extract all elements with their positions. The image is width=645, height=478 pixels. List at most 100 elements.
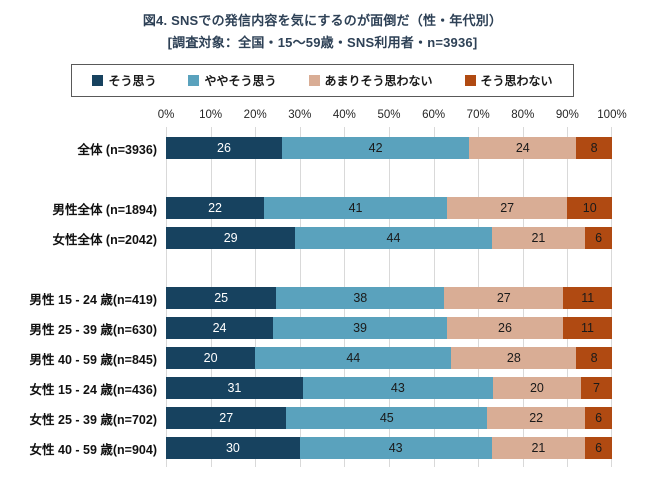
bar-value-label: 6 [595,411,603,425]
bar-value-label: 11 [581,291,595,305]
bar-value-label: 29 [223,231,238,245]
bar-value-label: 31 [227,381,242,395]
category-label: 女性 25 - 39 歳(n=702) [29,412,157,427]
bar-segment: 20 [492,377,582,399]
x-axis-tick: 60% [422,109,446,121]
category-label: 男性 15 - 24 歳(n=419) [29,292,157,307]
chart-row: 男性 25 - 39 歳(n=630) 24 39 26 11 [0,313,612,343]
bar-value-label: 24 [515,141,530,155]
bar-track: 31 43 20 7 [166,377,612,399]
chart-row: 男性 15 - 24 歳(n=419) 25 38 27 11 [0,283,612,313]
bar-track: 26 42 24 8 [166,137,612,159]
bar-segment: 8 [576,137,612,159]
bar-segment: 42 [281,137,470,159]
bar-track: 25 38 27 11 [166,287,612,309]
bar-segment: 45 [286,407,488,429]
bar-value-label: 26 [217,141,231,155]
bar-segment: 11 [562,317,612,339]
chart-figure: 図4. SNSでの発信内容を気にするのが面倒だ（性・年代別） [調査対象：全国・… [0,10,645,467]
legend-item: あまりそう思わない [308,72,433,89]
bar-segment: 28 [451,347,577,369]
chart-row: 女性 40 - 59 歳(n=904) 30 43 21 6 [0,433,612,463]
bar-value-label: 8 [590,351,598,365]
bar-segment: 8 [576,347,612,369]
x-axis-tick: 30% [288,109,312,121]
legend-item: ややそう思う [188,72,277,89]
bar-segment: 39 [273,317,447,339]
chart-row: 男性全体 (n=1894) 22 41 27 10 [0,193,612,223]
legend-swatch-icon [188,75,200,86]
bar-value-label: 30 [225,441,240,455]
legend-swatch-icon [92,75,104,86]
x-axis-tick: 0% [157,109,175,121]
bar-value-label: 44 [386,231,401,245]
chart-row: 女性 15 - 24 歳(n=436) 31 43 20 7 [0,373,612,403]
legend-item: そう思わない [464,72,553,89]
x-axis-tick: 10% [199,109,223,121]
bar-value-label: 6 [595,231,603,245]
bar-value-label: 26 [498,321,512,335]
bar-value-label: 27 [500,201,515,215]
x-axis-tick: 70% [466,109,490,121]
bar-value-label: 10 [582,201,597,215]
chart-row: 女性 25 - 39 歳(n=702) 27 45 22 6 [0,403,613,433]
bar-track: 20 44 28 8 [166,347,612,369]
bar-segment: 22 [487,407,586,429]
bar-value-label: 43 [390,381,405,395]
category-label: 全体 (n=3936) [77,142,157,157]
bar-value-label: 45 [379,411,394,425]
bar-value-label: 38 [353,291,368,305]
bar-segment: 6 [585,407,613,429]
category-label: 女性 15 - 24 歳(n=436) [29,382,157,397]
bar-segment: 27 [446,197,568,219]
category-label: 男性 40 - 59 歳(n=845) [29,352,157,367]
category-label: 女性 40 - 59 歳(n=904) [29,442,157,457]
x-axis-tick: 90% [555,109,579,121]
bar-segment: 44 [255,347,452,369]
bar-segment: 11 [563,287,612,309]
bar-value-label: 21 [531,231,546,245]
x-axis-tick: 80% [511,109,535,121]
bar-track: 27 45 22 6 [166,407,613,429]
bar-value-label: 27 [219,411,234,425]
x-axis-tick: 40% [332,109,356,121]
legend-label: あまりそう思わない [324,74,433,88]
x-axis-tick: 100% [597,109,627,121]
bar-track: 30 43 21 6 [166,437,612,459]
bar-segment: 30 [166,437,300,459]
bar-segment: 44 [295,227,492,249]
bar-value-label: 22 [529,411,544,425]
bar-value-label: 41 [348,201,363,215]
x-axis-tick: 20% [243,109,267,121]
plot-area: 全体 (n=3936) 26 42 24 8 男性全体 (n=1894) 22 41 27 10 女… [0,127,613,467]
legend: そう思う ややそう思う あまりそう思わない そう思わない [71,64,574,97]
bar-value-label: 24 [212,321,227,335]
bar-value-label: 8 [590,141,598,155]
legend-label: そう思わない [480,74,553,88]
bar-segment: 27 [444,287,564,309]
bar-value-label: 43 [388,441,403,455]
bar-track: 29 44 21 6 [166,227,612,249]
bar-segment: 41 [264,197,447,219]
bar-value-label: 11 [580,321,594,335]
bar-segment: 21 [491,437,586,459]
bar-segment: 31 [166,377,303,399]
bar-value-label: 28 [506,351,521,365]
bar-value-label: 6 [595,441,603,455]
bar-segment: 43 [299,437,492,459]
legend-item: そう思う [92,72,156,89]
x-axis: 0% 10% 20% 30% 40% 50% 60% 70% 80% 90% 100% [158,109,627,125]
bar-segment: 20 [166,347,256,369]
bar-value-label: 42 [368,141,383,155]
bar-value-label: 20 [203,351,218,365]
chart-row: 男性 40 - 59 歳(n=845) 20 44 28 8 [0,343,612,373]
bar-value-label: 25 [214,291,229,305]
chart-row: 女性全体 (n=2042) 29 44 21 6 [0,223,612,253]
bar-segment: 24 [166,317,274,339]
bar-segment: 26 [166,137,282,159]
bar-value-label: 27 [496,291,511,305]
x-axis-tick: 50% [377,109,401,121]
category-label: 男性全体 (n=1894) [52,202,157,217]
bar-segment: 38 [276,287,445,309]
chart-title: 図4. SNSでの発信内容を気にするのが面倒だ（性・年代別） [142,13,503,28]
